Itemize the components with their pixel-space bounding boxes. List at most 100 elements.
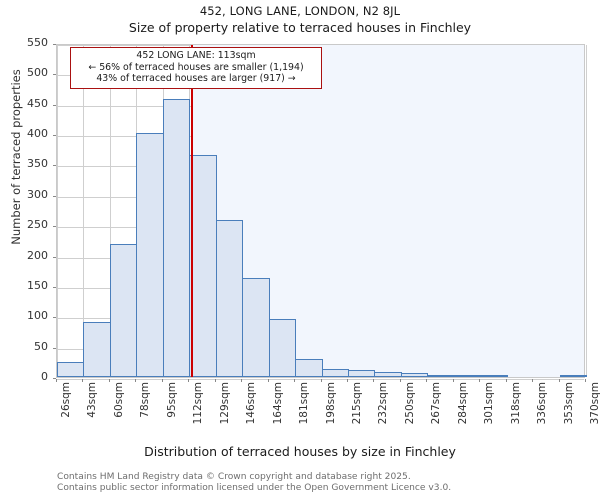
y-axis-tick-label: 150: [27, 278, 48, 292]
x-axis-tick-label: 267sqm: [430, 382, 442, 425]
x-axis-tick-label: 215sqm: [351, 382, 363, 425]
x-axis-tick-mark: [82, 379, 83, 382]
y-axis-tick-mark: [53, 135, 56, 137]
grid-line-vertical: [110, 45, 111, 377]
x-axis-tick-mark: [215, 379, 216, 382]
footer-attribution: Contains HM Land Registry data © Crown c…: [57, 472, 597, 494]
y-axis-tick-mark: [53, 317, 56, 319]
histogram-bar: [110, 244, 137, 377]
footer-line-2: Contains public sector information licen…: [57, 483, 452, 493]
x-axis-tick-mark: [559, 379, 560, 382]
x-axis-tick-mark: [373, 379, 374, 382]
x-axis-tick-label: 78sqm: [139, 382, 151, 418]
histogram-bar: [295, 358, 323, 377]
x-axis-tick-mark: [532, 379, 533, 382]
y-axis-tick-mark: [53, 104, 56, 106]
y-axis-tick-label: 500: [27, 66, 48, 80]
x-axis-tick-label: 370sqm: [589, 382, 600, 425]
x-axis-tick-label: 43sqm: [86, 382, 98, 418]
grid-line-vertical: [586, 45, 587, 377]
y-axis-tick-mark: [53, 165, 56, 167]
x-axis-tick-mark: [241, 379, 242, 382]
x-axis-tick-label: 284sqm: [457, 382, 469, 425]
histogram-bar: [480, 375, 508, 377]
x-axis-tick-mark: [321, 379, 322, 382]
y-axis-tick-label: 100: [27, 309, 48, 323]
y-axis-tick-label: 400: [27, 127, 48, 141]
y-axis-tick-mark: [53, 256, 56, 258]
y-axis-tick-mark: [53, 44, 56, 45]
x-axis-tick-mark: [400, 379, 401, 382]
grid-line-vertical: [57, 45, 58, 377]
y-axis-tick-mark: [53, 378, 56, 379]
x-axis-tick-mark: [162, 379, 163, 382]
histogram-bar: [57, 361, 84, 377]
x-axis-tick-label: 353sqm: [563, 382, 575, 425]
x-axis-tick-label: 301sqm: [483, 382, 495, 425]
histogram-bar: [83, 322, 111, 377]
y-axis-tick-label: 0: [41, 370, 48, 383]
x-axis-tick-mark: [268, 379, 269, 382]
y-axis-tick-label: 50: [34, 339, 48, 353]
x-axis-tick-label: 181sqm: [298, 382, 310, 425]
x-axis-tick-mark: [426, 379, 427, 382]
x-axis-tick-label: 164sqm: [272, 382, 284, 425]
x-axis-tick-label: 26sqm: [60, 382, 72, 418]
x-axis-tick-mark: [56, 379, 57, 382]
chart-plot-area: [56, 44, 587, 380]
y-axis-tick-label: 250: [27, 218, 48, 232]
x-axis-tick-label: 198sqm: [325, 382, 337, 425]
x-axis-tick-label: 95sqm: [166, 382, 178, 418]
grid-line-vertical: [83, 45, 84, 377]
histogram-bar: [427, 374, 455, 377]
x-axis-tick-label: 336sqm: [536, 382, 548, 425]
x-axis-tick-mark: [188, 379, 189, 382]
y-axis-tick-label: 350: [27, 157, 48, 171]
histogram-bar: [189, 155, 217, 377]
footer-line-1: Contains HM Land Registry data © Crown c…: [57, 472, 411, 482]
histogram-bar: [348, 370, 375, 377]
x-axis-tick-label: 318sqm: [510, 382, 522, 425]
y-axis-tick-mark: [53, 74, 56, 76]
x-axis-tick-mark: [135, 379, 136, 382]
y-axis-tick-mark: [53, 226, 56, 228]
x-axis-tick-label: 250sqm: [404, 382, 416, 425]
histogram-bar: [454, 375, 481, 377]
y-axis-tick-label: 450: [27, 96, 48, 110]
y-axis-tick-mark: [53, 347, 56, 349]
histogram-bar: [560, 375, 587, 377]
page-title: 452, LONG LANE, LONDON, N2 8JL: [199, 4, 401, 18]
x-axis-tick-label: 129sqm: [219, 382, 231, 425]
grid-line-horizontal: [57, 379, 584, 380]
histogram-bar: [322, 368, 349, 377]
histogram-bar: [242, 278, 270, 377]
histogram-bar: [401, 373, 428, 377]
x-axis-tick-label: 232sqm: [377, 382, 389, 425]
x-axis-tick-label: 60sqm: [113, 382, 125, 418]
histogram-bar: [269, 319, 296, 377]
annotation-line-1: 452 LONG LANE: 113sqm: [136, 50, 256, 61]
x-axis-tick-mark: [109, 379, 110, 382]
x-axis-tick-mark: [479, 379, 480, 382]
histogram-bar: [374, 371, 402, 377]
y-axis-tick-mark: [53, 195, 56, 197]
y-axis-tick-label: 300: [27, 187, 48, 201]
annotation-line-3: 43% of terraced houses are larger (917) …: [96, 73, 296, 84]
chart-subtitle: Size of property relative to terraced ho…: [128, 20, 472, 35]
x-axis-tick-label: 112sqm: [192, 382, 204, 425]
x-axis-tick-mark: [506, 379, 507, 382]
x-axis-tick-label: 146sqm: [245, 382, 257, 425]
y-axis-tick-mark: [53, 286, 56, 288]
histogram-bar: [163, 99, 190, 377]
x-axis-tick-mark: [347, 379, 348, 382]
x-axis-label: Distribution of terraced houses by size …: [144, 444, 456, 459]
annotation-box: 452 LONG LANE: 113sqm ← 56% of terraced …: [70, 47, 322, 89]
histogram-bar: [136, 132, 164, 377]
y-axis-tick-label: 550: [27, 36, 48, 49]
histogram-bar: [216, 219, 243, 377]
x-axis-tick-mark: [453, 379, 454, 382]
y-axis-tick-label: 200: [27, 248, 48, 262]
x-axis-tick-mark: [294, 379, 295, 382]
x-axis-tick-mark: [585, 379, 586, 382]
annotation-line-2: ← 56% of terraced houses are smaller (1,…: [88, 61, 304, 73]
